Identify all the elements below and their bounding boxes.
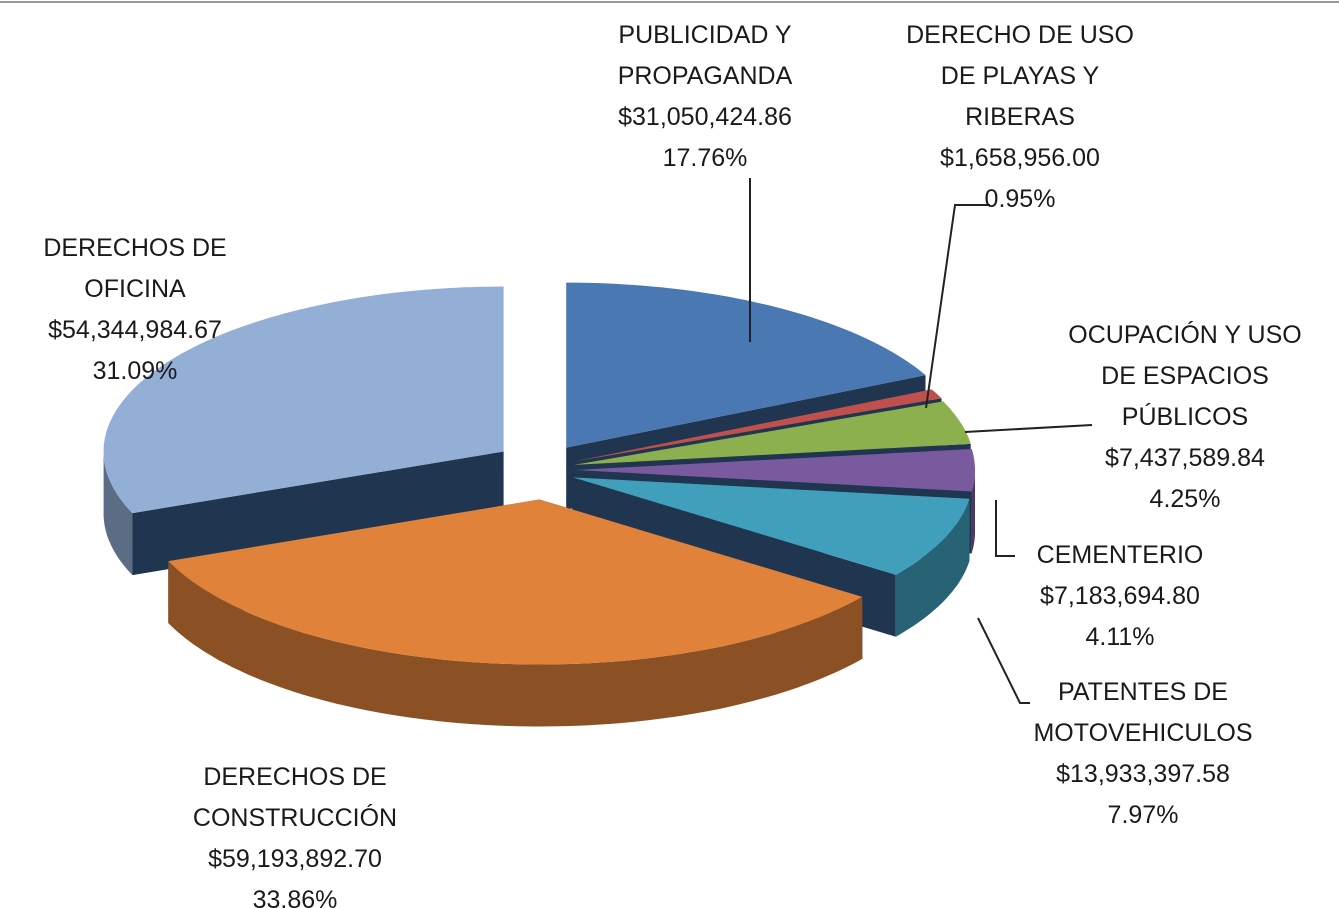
slice-side xyxy=(971,470,975,554)
slice-side xyxy=(895,498,970,637)
slice xyxy=(572,389,942,462)
value-label: $1,658,956.00 xyxy=(940,144,1100,172)
category-label: DERECHOS DE CONSTRUCCIÓN xyxy=(192,763,398,832)
leader-line xyxy=(964,424,1093,433)
value-label: $7,437,589.84 xyxy=(1105,444,1265,472)
slice xyxy=(575,449,975,492)
category-label: PUBLICIDAD Y PROPAGANDA xyxy=(617,21,793,90)
percent-label: 4.11% xyxy=(1085,623,1155,651)
percent-label: 17.76% xyxy=(662,144,748,172)
leader-line xyxy=(925,204,990,409)
slice xyxy=(572,477,970,575)
category-label: CEMENTERIO xyxy=(1036,541,1204,569)
category-label: DERECHOS DE OFICINA xyxy=(43,234,227,303)
category-label: DERECHO DE USO DE PLAYAS Y RIBERAS xyxy=(906,21,1134,131)
value-label: $54,344,984.67 xyxy=(48,316,222,344)
slice-wall xyxy=(132,451,504,576)
percent-label: 7.97% xyxy=(1107,801,1179,829)
slice xyxy=(574,401,971,465)
percent-label: 31.09% xyxy=(92,357,178,385)
slice xyxy=(566,282,926,448)
slice-label: PATENTES DE MOTOVEHICULOS $13,933,397.58 7… xyxy=(983,672,1303,836)
slice-label: DERECHOS DE OFICINA $54,344,984.67 31.09% xyxy=(0,228,285,392)
slice-label: DERECHOS DE CONSTRUCCIÓN $59,193,892.70 33… xyxy=(135,757,455,908)
leader-line xyxy=(977,617,1030,704)
slice-label: DERECHO DE USO DE PLAYAS Y RIBERAS $1,658… xyxy=(860,15,1180,220)
category-label: PATENTES DE MOTOVEHICULOS xyxy=(1033,678,1253,747)
leader-line xyxy=(995,500,1015,557)
slice xyxy=(103,286,504,514)
slice-side xyxy=(168,561,863,727)
value-label: $7,183,694.80 xyxy=(1040,582,1200,610)
slice-side xyxy=(103,451,133,576)
slice-label: OCUPACIÓN Y USO DE ESPACIOS PÚBLICOS $7,4… xyxy=(1035,315,1335,520)
slice-label: PUBLICIDAD Y PROPAGANDA $31,050,424.86 17.… xyxy=(555,15,855,179)
percent-label: 33.86% xyxy=(252,886,338,908)
slice xyxy=(168,499,863,665)
value-label: $59,193,892.70 xyxy=(208,845,382,873)
value-label: $31,050,424.86 xyxy=(618,103,792,131)
slice-label: CEMENTERIO $7,183,694.80 4.11% xyxy=(990,535,1250,658)
value-label: $13,933,397.58 xyxy=(1056,760,1230,788)
percent-label: 4.25% xyxy=(1149,485,1221,513)
category-label: OCUPACIÓN Y USO DE ESPACIOS PÚBLICOS xyxy=(1068,321,1302,431)
percent-label: 0.95% xyxy=(984,185,1056,213)
